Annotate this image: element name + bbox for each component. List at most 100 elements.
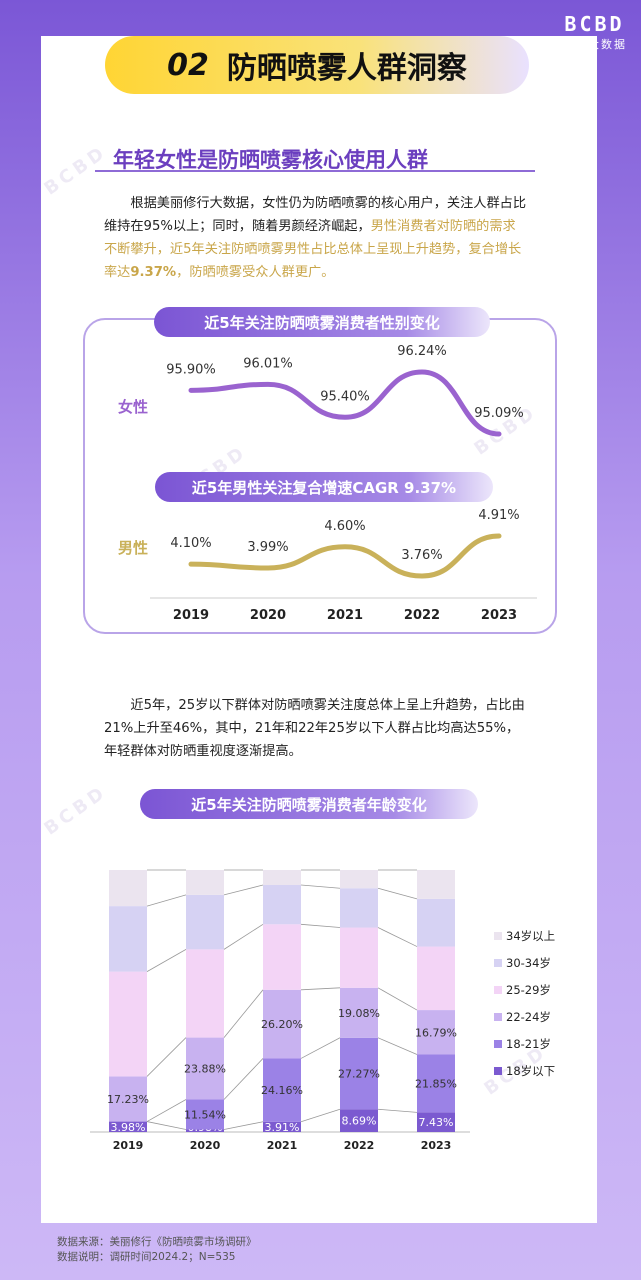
bar-segment [340, 1109, 378, 1132]
bar-segment [263, 1121, 301, 1132]
bar-segment [109, 1076, 147, 1122]
male-data-label: 3.99% [247, 540, 288, 555]
male-data-label: 4.91% [478, 508, 519, 523]
female-data-label: 96.24% [397, 344, 447, 359]
x-tick-label: 2022 [344, 1139, 375, 1152]
legend-label: 18-21岁 [506, 1037, 551, 1051]
bar-data-label: 19.08% [338, 1007, 380, 1020]
bar-segment [186, 1099, 224, 1130]
legend-swatch [494, 986, 502, 994]
x-tick-label: 2019 [173, 608, 209, 623]
legend-swatch [494, 1067, 502, 1075]
x-tick-label: 2021 [327, 608, 363, 623]
connector-line [300, 1037, 341, 1059]
footer-source: 数据来源：美丽修行《防晒喷雾市场调研》 [57, 1236, 257, 1248]
intro-paragraph: 根据美丽修行大数据，女性仍为防晒喷雾的核心用户，关注人群占比维持在95%以上；同… [104, 192, 528, 284]
section-title: 防晒喷雾人群洞察 [226, 51, 467, 86]
bar-segment [186, 894, 224, 950]
x-tick-label: 2020 [250, 608, 286, 623]
bar-data-label: 3.91% [265, 1121, 300, 1134]
age-stacked-bar-chart: 3.98%17.23%20190.98%11.54%23.88%20203.91… [90, 869, 555, 1152]
x-tick-label: 2020 [190, 1139, 221, 1152]
bar-segment [417, 946, 455, 1011]
connector-line [377, 1108, 418, 1113]
x-tick-label: 2022 [404, 608, 440, 623]
bar-segment [109, 1121, 147, 1132]
female-data-label: 95.90% [166, 362, 216, 377]
bar-segment [417, 1010, 455, 1055]
connector-line [377, 887, 418, 900]
bar-segment [417, 898, 455, 947]
bar-data-label: 27.27% [338, 1068, 380, 1081]
connector-line [146, 894, 187, 907]
bar-data-label: 8.69% [342, 1115, 377, 1128]
legend-label: 25-29岁 [506, 983, 551, 997]
connector-line [300, 1108, 341, 1123]
connector-line [300, 884, 341, 889]
bar-segment [417, 1054, 455, 1113]
gender-line-chart: 95.90% 96.01% 95.40% 96.24% 95.09% 女性 4.10% 3.9… [118, 344, 537, 623]
connector-line [300, 987, 341, 991]
bar-segment [263, 924, 301, 990]
brand-mark: BCBD [564, 12, 625, 36]
bar-segment [340, 888, 378, 928]
connector-line [223, 1121, 264, 1130]
connector-line [300, 923, 341, 928]
connector-line [223, 1058, 264, 1100]
bar-data-label: 26.20% [261, 1018, 303, 1031]
legend-swatch [494, 932, 502, 940]
connector-line [146, 1037, 187, 1077]
bar-segment [186, 870, 224, 895]
bar-segment [263, 870, 301, 886]
intro-highlight-end: ，防晒喷雾受众人群更广。 [176, 265, 335, 280]
female-data-label: 95.09% [474, 406, 524, 421]
bar-segment [417, 1112, 455, 1132]
bar-data-label: 21.85% [415, 1077, 457, 1090]
page-subtitle: 年轻女性是防晒喷雾核心使用人群 [113, 148, 428, 172]
intro-highlight: 男性消费者对防晒的需求不断攀升，近5年关注防晒喷雾男性占比总体上呈现上升趋势，复… [104, 219, 522, 280]
x-tick-label: 2019 [113, 1139, 144, 1152]
bar-segment [340, 927, 378, 988]
x-tick-label: 2023 [481, 608, 517, 623]
bar-segment [340, 987, 378, 1038]
bar-segment [340, 1037, 378, 1110]
legend-swatch [494, 959, 502, 967]
legend-label: 18岁以下 [506, 1064, 555, 1078]
connector-line [146, 1121, 187, 1130]
bar-segment [186, 1037, 224, 1100]
male-line [188, 533, 502, 579]
male-data-label: 4.60% [324, 519, 365, 534]
bar-segment [186, 949, 224, 1038]
legend-swatch [494, 1013, 502, 1021]
male-data-label: 3.76% [401, 548, 442, 563]
section-banner: 02 防晒喷雾人群洞察 [105, 36, 529, 94]
footer-note: 数据说明：调研时间2024.2；N=535 [57, 1251, 236, 1263]
bar-segment [263, 989, 301, 1059]
connector-line [223, 989, 264, 1038]
bar-data-label: 23.88% [184, 1063, 226, 1076]
bar-data-label: 17.23% [107, 1093, 149, 1106]
bar-segment [186, 1129, 224, 1132]
age-paragraph: 近5年，25岁以下群体对防晒喷雾关注度总体上呈上升趋势，占比由21%上升至46%… [104, 698, 525, 759]
legend-label: 30-34岁 [506, 956, 551, 970]
connector-line [377, 1037, 418, 1055]
bar-segment [263, 885, 301, 925]
bar-segment [109, 906, 147, 972]
intro-cagr: 9.37% [130, 265, 177, 280]
x-tick-label: 2021 [267, 1139, 298, 1152]
connector-line [377, 987, 418, 1011]
bar-data-label: 11.54% [184, 1108, 226, 1121]
bar-data-label: 3.98% [111, 1121, 146, 1134]
cagr-pill: 近5年男性关注复合增速CAGR 9.37% [155, 472, 493, 502]
female-series-label: 女性 [118, 398, 148, 416]
female-data-label: 96.01% [243, 356, 293, 371]
connector-line [223, 923, 264, 950]
connector-line [223, 884, 264, 896]
male-data-label: 4.10% [170, 536, 211, 551]
bar-segment [109, 870, 147, 907]
connector-line [146, 949, 187, 972]
legend-swatch [494, 1040, 502, 1048]
female-data-label: 95.40% [320, 389, 370, 404]
footer-notes: 数据来源：美丽修行《防晒喷雾市场调研》 数据说明：调研时间2024.2；N=53… [57, 1235, 257, 1265]
gender-chart-title: 近5年关注防晒喷雾消费者性别变化 [154, 307, 490, 337]
